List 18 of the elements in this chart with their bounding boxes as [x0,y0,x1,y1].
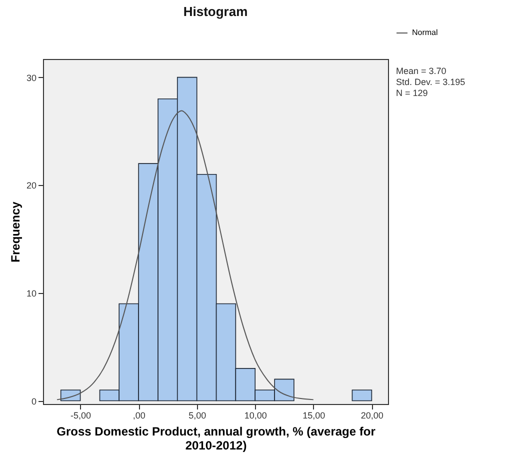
x-tick-label: 10,00 [244,410,267,420]
x-axis-title: Gross Domestic Product, annual growth, % (average for 2010-2012) [56,424,376,452]
chart-title: Histogram [183,4,248,19]
x-tick-label: -5,00 [70,410,92,420]
text: Mean = 3.70 [396,66,446,76]
y-axis-title: Frequency [8,201,22,262]
text: Std. Dev. = 3.195 [396,77,466,87]
y-tick-label: 10 [26,288,36,298]
y-tick-label: 20 [26,180,36,191]
line-series [56,110,314,400]
x-tick-label: 5,00 [188,410,206,420]
legend-label: Normal [412,28,438,37]
text: N = 129 [396,88,428,98]
x-tick-label: 20,00 [360,410,384,420]
y-tick-label: 0 [31,396,36,406]
x-tick-label: ,00 [132,410,146,420]
y-tick-label: 30 [26,72,36,83]
x-tick-label: 15,00 [302,410,326,420]
